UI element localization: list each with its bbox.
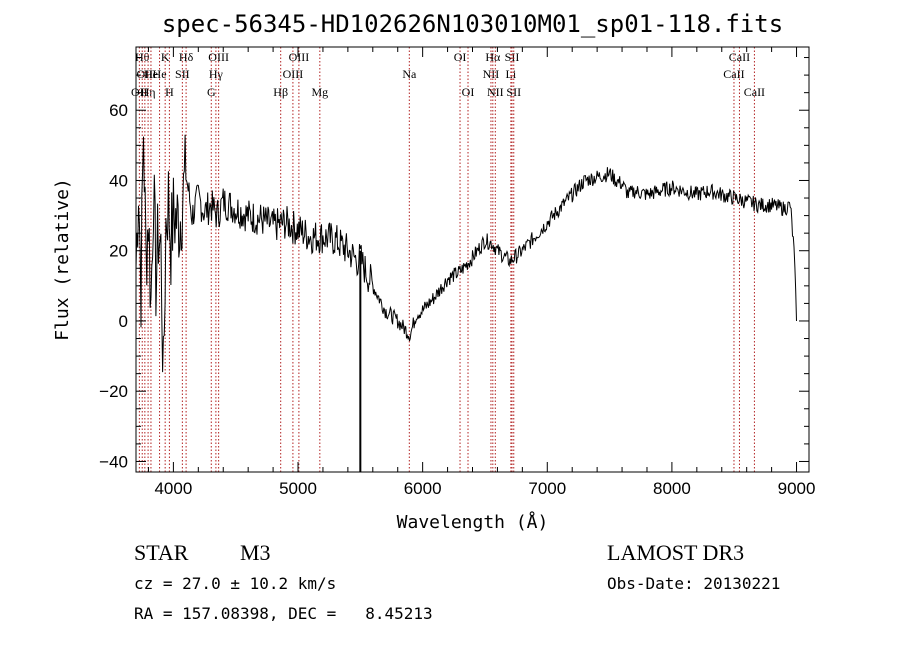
x-tick-label: 9000 [778, 479, 816, 498]
y-tick-label: −40 [99, 452, 128, 471]
line-marker-label: H [165, 85, 174, 99]
x-tick-label: 5000 [279, 479, 317, 498]
line-marker-label: OI [462, 85, 475, 99]
line-marker-label: NII [487, 85, 504, 99]
x-tick-label: 4000 [154, 479, 192, 498]
survey-name: LAMOST DR3 [607, 540, 745, 565]
spectrum-line [135, 134, 797, 373]
y-tick-label: 20 [109, 242, 128, 261]
line-marker-label: He [144, 67, 158, 81]
line-marker-label: CaII [744, 85, 765, 99]
line-marker-label: Li [506, 67, 517, 81]
x-tick-label: 6000 [404, 479, 442, 498]
line-marker-label: CaII [723, 67, 744, 81]
line-marker-label: OI [454, 50, 467, 64]
line-marker-label: OIII [283, 67, 304, 81]
line-marker-label: G [207, 85, 216, 99]
line-marker-label: NII [483, 67, 500, 81]
line-marker-label: SII [175, 67, 190, 81]
y-tick-label: 60 [109, 101, 128, 120]
redshift-readout: cz = 27.0 ± 10.2 km/s [134, 574, 337, 593]
line-marker-label: OII [137, 67, 154, 81]
y-axis-label: Flux (relative) [52, 178, 73, 341]
object-subclass: M3 [240, 540, 271, 565]
obs-date: Obs-Date: 20130221 [607, 574, 781, 593]
y-tick-label: 0 [119, 312, 128, 331]
y-tick-label: −20 [99, 382, 128, 401]
x-tick-label: 7000 [528, 479, 566, 498]
line-marker-label: Hβ [273, 85, 288, 99]
line-marker-label: Hγ [209, 67, 224, 81]
x-tick-label: 8000 [653, 479, 691, 498]
line-marker-label: Mg [311, 85, 328, 99]
line-marker-label: CaII [729, 50, 750, 64]
line-marker-label: K [161, 50, 170, 64]
line-marker-label: OIII [208, 50, 229, 64]
x-axis-label: Wavelength (Å) [397, 511, 549, 533]
line-marker-label: OIII [289, 50, 310, 64]
line-marker-label: Hδ [179, 50, 194, 64]
line-marker-label: SII [506, 85, 521, 99]
line-marker-label: Hα [485, 50, 501, 64]
line-marker-label: OII [131, 85, 148, 99]
line-marker-label: Hθ [135, 50, 150, 64]
line-marker-label: He [153, 67, 167, 81]
object-class: STAR [134, 540, 189, 565]
chart-title: spec-56345-HD102626N103010M01_sp01-118.f… [162, 10, 783, 38]
line-marker-label: Na [402, 67, 417, 81]
coordinates: RA = 157.08398, DEC = 8.45213 [134, 604, 433, 623]
y-tick-label: 40 [109, 171, 128, 190]
line-marker-label: Hη [141, 85, 156, 99]
line-marker-label: SII [505, 50, 520, 64]
